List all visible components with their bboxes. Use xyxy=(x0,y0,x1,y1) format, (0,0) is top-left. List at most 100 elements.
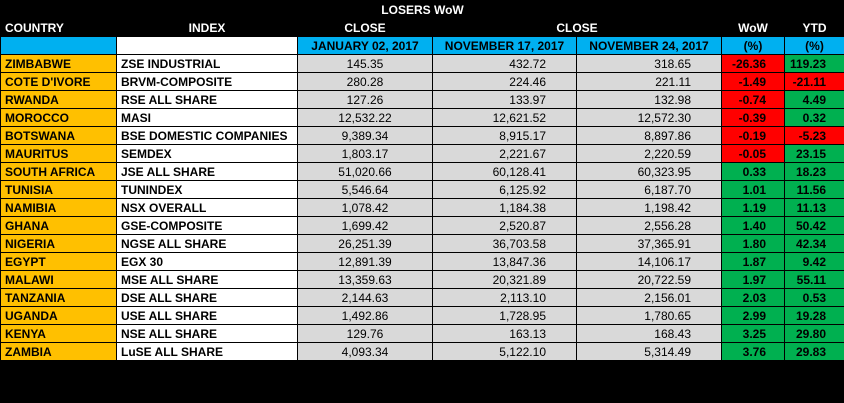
close-jan-cell: 51,020.66 xyxy=(297,162,433,181)
country-cell: KENYA xyxy=(0,324,117,343)
close-nov24-cell: 8,897.86 xyxy=(576,126,722,145)
close-nov24-cell: 5,314.49 xyxy=(576,342,722,361)
close-jan-cell: 12,532.22 xyxy=(297,108,433,127)
index-cell: GSE-COMPOSITE xyxy=(116,216,298,235)
table-row: TANZANIA DSE ALL SHARE 2,144.63 2,113.10 2,1… xyxy=(0,288,844,307)
header-index: INDEX xyxy=(116,18,298,37)
close-nov17-cell: 6,125.92 xyxy=(432,180,577,199)
table-row: MOROCCO MASI 12,532.22 12,621.52 12,572.30 -0… xyxy=(0,108,844,127)
wow-cell: -26.36 xyxy=(721,54,785,73)
close-nov17-cell: 12,621.52 xyxy=(432,108,577,127)
ytd-cell: 4.49 xyxy=(783,90,844,109)
country-cell: COTE D'IVORE xyxy=(0,72,117,91)
close-jan-cell: 9,389.34 xyxy=(297,126,433,145)
country-cell: GHANA xyxy=(0,216,117,235)
close-nov17-cell: 36,703.58 xyxy=(432,234,577,253)
table-row: NIGERIA NGSE ALL SHARE 26,251.39 36,703.58 3… xyxy=(0,234,844,253)
close-nov24-cell: 1,780.65 xyxy=(576,306,722,325)
header-close-2: CLOSE xyxy=(432,18,722,37)
table-row: TUNISIA TUNINDEX 5,546.64 6,125.92 6,187.70 1… xyxy=(0,180,844,199)
ytd-cell: 42.34 xyxy=(783,234,844,253)
country-cell: ZAMBIA xyxy=(0,342,117,361)
table-row: NAMIBIA NSX OVERALL 1,078.42 1,184.38 1,198.… xyxy=(0,198,844,217)
close-jan-cell: 1,699.42 xyxy=(297,216,433,235)
close-jan-cell: 1,078.42 xyxy=(297,198,433,217)
wow-cell: 2.03 xyxy=(721,288,785,307)
subheader-blank-1 xyxy=(0,36,117,55)
index-cell: BRVM-COMPOSITE xyxy=(116,72,298,91)
ytd-cell: 23.15 xyxy=(783,144,844,163)
close-jan-cell: 280.28 xyxy=(297,72,433,91)
table-row: GHANA GSE-COMPOSITE 1,699.42 2,520.87 2,556.… xyxy=(0,216,844,235)
country-cell: MAURITUS xyxy=(0,144,117,163)
index-cell: BSE DOMESTIC COMPANIES xyxy=(116,126,298,145)
index-cell: ZSE INDUSTRIAL xyxy=(116,54,298,73)
wow-cell: 1.01 xyxy=(721,180,785,199)
index-cell: JSE ALL SHARE xyxy=(116,162,298,181)
country-cell: SOUTH AFRICA xyxy=(0,162,117,181)
index-cell: NSE ALL SHARE xyxy=(116,324,298,343)
title-row: LOSERS WoW xyxy=(0,0,844,19)
country-cell: ZIMBABWE xyxy=(0,54,117,73)
close-nov24-cell: 60,323.95 xyxy=(576,162,722,181)
table-row: BOTSWANA BSE DOMESTIC COMPANIES 9,389.34 8,… xyxy=(0,126,844,145)
table-row: ZIMBABWE ZSE INDUSTRIAL 145.35 432.72 318.65… xyxy=(0,54,844,73)
ytd-cell: 0.53 xyxy=(783,288,844,307)
index-cell: NGSE ALL SHARE xyxy=(116,234,298,253)
subheader-date-3: NOVEMBER 24, 2017 xyxy=(576,36,722,55)
close-nov17-cell: 60,128.41 xyxy=(432,162,577,181)
table-row: ZAMBIA LuSE ALL SHARE 4,093.34 5,122.10 5,31… xyxy=(0,342,844,361)
header-row: COUNTRY INDEX CLOSE CLOSE WoW YTD xyxy=(0,18,844,37)
ytd-cell: 11.56 xyxy=(783,180,844,199)
table-row: RWANDA RSE ALL SHARE 127.26 133.97 132.98 -0.… xyxy=(0,90,844,109)
table-row: COTE D'IVORE BRVM-COMPOSITE 280.28 224.46 22… xyxy=(0,72,844,91)
ytd-cell: 9.42 xyxy=(783,252,844,271)
close-nov17-cell: 224.46 xyxy=(432,72,577,91)
close-nov24-cell: 6,187.70 xyxy=(576,180,722,199)
country-cell: TUNISIA xyxy=(0,180,117,199)
close-nov24-cell: 132.98 xyxy=(576,90,722,109)
close-jan-cell: 127.26 xyxy=(297,90,433,109)
index-cell: USE ALL SHARE xyxy=(116,306,298,325)
close-jan-cell: 12,891.39 xyxy=(297,252,433,271)
close-nov17-cell: 1,728.95 xyxy=(432,306,577,325)
ytd-cell: 119.23 xyxy=(783,54,844,73)
close-jan-cell: 145.35 xyxy=(297,54,433,73)
wow-cell: 3.76 xyxy=(721,342,785,361)
close-nov17-cell: 133.97 xyxy=(432,90,577,109)
close-nov24-cell: 2,156.01 xyxy=(576,288,722,307)
subheader-row: JANUARY 02, 2017 NOVEMBER 17, 2017 NOVEM… xyxy=(0,36,844,55)
close-nov24-cell: 14,106.17 xyxy=(576,252,722,271)
ytd-cell: 11.13 xyxy=(783,198,844,217)
wow-cell: -1.49 xyxy=(721,72,785,91)
wow-cell: 1.40 xyxy=(721,216,785,235)
close-nov24-cell: 20,722.59 xyxy=(576,270,722,289)
country-cell: TANZANIA xyxy=(0,288,117,307)
close-jan-cell: 4,093.34 xyxy=(297,342,433,361)
close-jan-cell: 2,144.63 xyxy=(297,288,433,307)
close-nov17-cell: 8,915.17 xyxy=(432,126,577,145)
subheader-pct-wow: (%) xyxy=(721,36,785,55)
close-nov17-cell: 2,520.87 xyxy=(432,216,577,235)
table-row: MAURITUS SEMDEX 1,803.17 2,221.67 2,220.59 -0… xyxy=(0,144,844,163)
index-cell: EGX 30 xyxy=(116,252,298,271)
wow-cell: -0.74 xyxy=(721,90,785,109)
close-nov24-cell: 221.11 xyxy=(576,72,722,91)
ytd-cell: 55.11 xyxy=(783,270,844,289)
ytd-cell: -21.11 xyxy=(783,72,844,91)
close-nov17-cell: 432.72 xyxy=(432,54,577,73)
close-nov17-cell: 163.13 xyxy=(432,324,577,343)
ytd-cell: 19.28 xyxy=(783,306,844,325)
ytd-cell: 0.32 xyxy=(783,108,844,127)
table-row: EGYPT EGX 30 12,891.39 13,847.36 14,106.17 1.… xyxy=(0,252,844,271)
ytd-cell: 29.83 xyxy=(783,342,844,361)
index-cell: RSE ALL SHARE xyxy=(116,90,298,109)
close-nov24-cell: 2,220.59 xyxy=(576,144,722,163)
close-nov17-cell: 2,113.10 xyxy=(432,288,577,307)
close-nov24-cell: 1,198.42 xyxy=(576,198,722,217)
country-cell: RWANDA xyxy=(0,90,117,109)
close-nov17-cell: 13,847.36 xyxy=(432,252,577,271)
header-wow: WoW xyxy=(721,18,785,37)
country-cell: EGYPT xyxy=(0,252,117,271)
close-nov24-cell: 318.65 xyxy=(576,54,722,73)
